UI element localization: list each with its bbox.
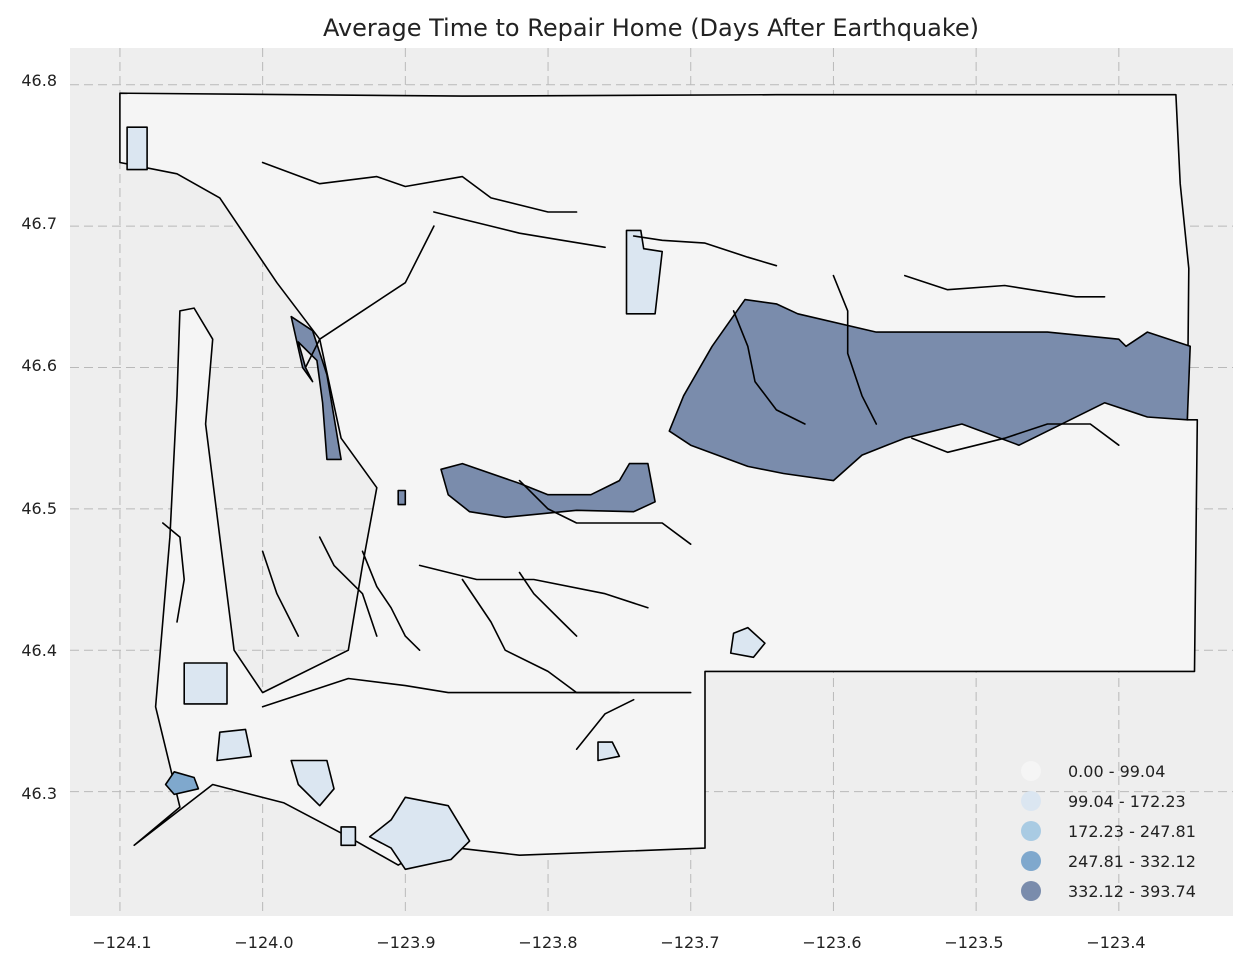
boundary-line (318, 536, 378, 637)
map-regions (119, 92, 1199, 871)
legend-label: 247.81 - 332.12 (1068, 852, 1196, 871)
boundary-line (518, 571, 578, 637)
boundary-line (632, 235, 778, 267)
map-region (164, 770, 200, 796)
map-region (290, 759, 335, 807)
map-region (216, 728, 252, 762)
boundary-line (261, 550, 300, 637)
legend-swatch (1021, 881, 1041, 901)
boundary-line (261, 161, 578, 213)
legend: 0.00 - 99.04 99.04 - 172.23 172.23 - 247… (1021, 761, 1196, 901)
boundary-line (361, 550, 421, 652)
boundary-line (518, 479, 692, 546)
legend-label: 0.00 - 99.04 (1068, 762, 1165, 781)
map-region (625, 229, 664, 315)
x-tick-label: −123.8 (518, 933, 577, 952)
y-tick-label: 46.8 (21, 71, 57, 90)
legend-label: 332.12 - 393.74 (1068, 882, 1196, 901)
x-tick-label: −123.7 (660, 933, 719, 952)
x-tick-label: −124.0 (234, 933, 293, 952)
boundary-line (575, 698, 635, 751)
boundary-line (903, 274, 1106, 298)
boundary-line (304, 225, 435, 369)
boundary-line (911, 423, 1120, 454)
x-tick-label: −123.4 (1086, 933, 1145, 952)
map-region (668, 298, 1191, 482)
chart-title: Average Time to Repair Home (Days After … (323, 14, 979, 42)
legend-label: 172.23 - 247.81 (1068, 822, 1196, 841)
y-tick-label: 46.4 (21, 641, 57, 660)
legend-swatch (1021, 851, 1041, 871)
y-tick-label: 46.3 (21, 784, 57, 803)
map-region (729, 626, 766, 659)
x-tick-label: −123.9 (376, 933, 435, 952)
map-region (119, 92, 1199, 866)
map-region (397, 489, 407, 506)
boundary-line (732, 310, 806, 425)
map-region (340, 826, 357, 847)
boundary-line (433, 211, 606, 249)
x-tick-label: −123.6 (802, 933, 861, 952)
map-region (126, 126, 148, 171)
map-region (183, 662, 228, 705)
y-axis-ticks: 46.8 46.7 46.6 46.5 46.4 46.3 (21, 71, 57, 803)
map-region (368, 796, 471, 871)
x-tick-label: −123.5 (944, 933, 1003, 952)
x-tick-label: −124.1 (92, 933, 151, 952)
boundary-line (461, 578, 692, 694)
boundary-line (832, 274, 878, 425)
boundary-line (162, 522, 185, 623)
boundary-line (418, 564, 649, 609)
legend-swatch (1021, 791, 1041, 811)
y-tick-label: 46.7 (21, 214, 57, 233)
x-axis-ticks: −124.1 −124.0 −123.9 −123.8 −123.7 −123.… (92, 933, 1145, 952)
y-tick-label: 46.6 (21, 356, 57, 375)
map-boundary-lines (162, 161, 1120, 751)
legend-label: 99.04 - 172.23 (1068, 792, 1186, 811)
y-tick-label: 46.5 (21, 499, 57, 518)
legend-swatch (1021, 761, 1041, 781)
map-region (440, 462, 656, 519)
boundary-line (261, 677, 621, 708)
legend-swatch (1021, 821, 1041, 841)
map-region (290, 315, 342, 461)
map-region (597, 741, 621, 762)
